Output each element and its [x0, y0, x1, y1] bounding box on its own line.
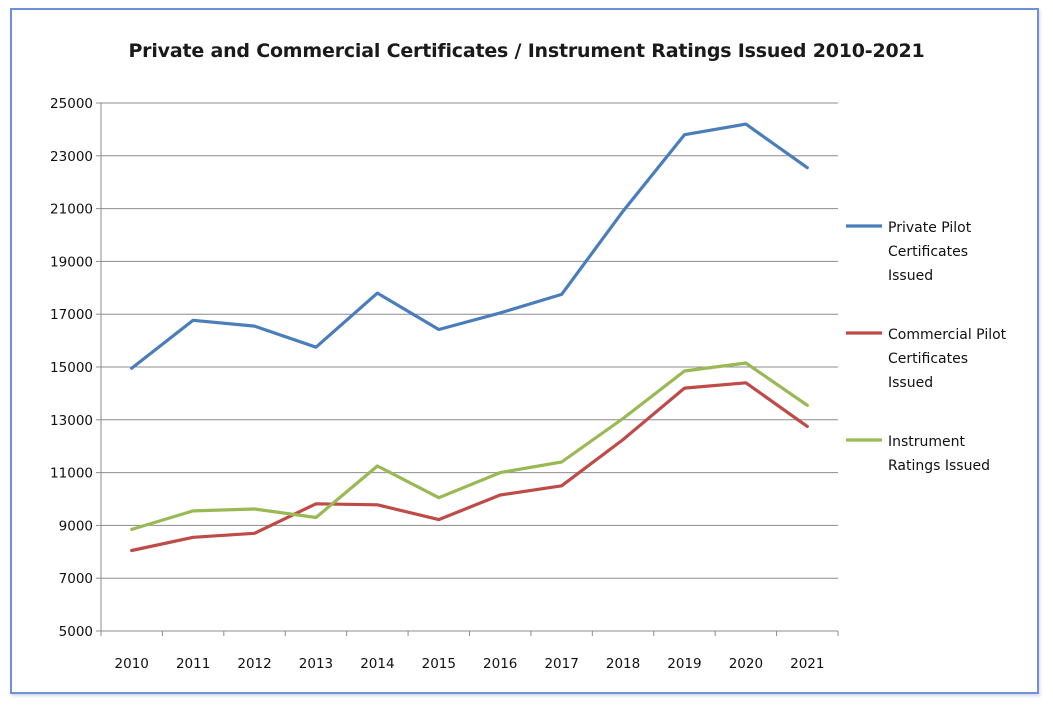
y-tick-label: 9000 [59, 518, 93, 534]
series-line-3 [130, 361, 809, 532]
data-point [130, 549, 133, 552]
y-tick-label: 25000 [50, 96, 93, 112]
chart-title: Private and Commercial Certificates / In… [128, 40, 925, 62]
data-point [621, 210, 624, 213]
data-point [560, 484, 563, 487]
data-point [806, 166, 809, 169]
gridlines [101, 102, 838, 579]
x-tick-label: 2013 [299, 656, 333, 672]
data-point [253, 507, 256, 510]
legend-label: Certificates [888, 351, 968, 367]
legend: Private Pilot Certificates Issued Commercia… [846, 220, 1007, 474]
data-point [314, 346, 317, 349]
data-point [806, 404, 809, 407]
x-tick-label: 2014 [360, 656, 394, 672]
data-point [437, 518, 440, 521]
data-point [314, 502, 317, 505]
legend-label: Ratings Issued [888, 458, 990, 474]
data-point [192, 509, 195, 512]
data-point [744, 361, 747, 364]
x-tick-label: 2012 [237, 656, 271, 672]
data-point [621, 417, 624, 420]
legend-label: Issued [888, 375, 933, 391]
data-point [376, 503, 379, 506]
x-tick-label: 2015 [422, 656, 456, 672]
y-tick-label: 13000 [50, 413, 93, 429]
data-point [806, 425, 809, 428]
legend-label: Issued [888, 268, 933, 284]
data-point [253, 532, 256, 535]
data-point [499, 471, 502, 474]
data-point [376, 464, 379, 467]
data-point [314, 516, 317, 519]
legend-label: Certificates [888, 244, 968, 260]
x-tick-label: 2016 [483, 656, 517, 672]
data-point [130, 367, 133, 370]
x-tick-label: 2010 [115, 656, 149, 672]
series-line-2 [130, 381, 809, 553]
data-point [683, 387, 686, 390]
y-tick-label: 5000 [59, 624, 93, 640]
data-point [376, 291, 379, 294]
y-tick-label: 17000 [50, 307, 93, 323]
series-lines [130, 122, 809, 553]
y-tick-label: 15000 [50, 360, 93, 376]
data-point [499, 493, 502, 496]
y-tick-label: 19000 [50, 254, 93, 270]
data-point [560, 460, 563, 463]
y-tick-label: 23000 [50, 149, 93, 165]
series-line-1 [130, 122, 809, 370]
data-point [437, 328, 440, 331]
data-point [744, 123, 747, 126]
data-point [683, 133, 686, 136]
data-point [621, 438, 624, 441]
data-point [253, 324, 256, 327]
data-point [130, 528, 133, 531]
data-point [192, 319, 195, 322]
chart-frame [10, 8, 1039, 694]
legend-label: Commercial Pilot [888, 327, 1007, 343]
data-point [437, 496, 440, 499]
legend-label: Private Pilot [888, 220, 972, 236]
y-tick-label: 21000 [50, 202, 93, 218]
x-tick-label: 2019 [667, 656, 701, 672]
data-point [744, 381, 747, 384]
y-tick-label: 7000 [59, 571, 93, 587]
axes: 5000 7000 9000 11000 13000 15000 17000 19000 210… [50, 96, 839, 672]
y-tick-label: 11000 [50, 466, 93, 482]
x-tick-label: 2017 [544, 656, 578, 672]
data-point [683, 369, 686, 372]
data-point [192, 536, 195, 539]
data-point [499, 311, 502, 314]
x-tick-label: 2020 [729, 656, 763, 672]
x-tick-label: 2018 [606, 656, 640, 672]
x-tick-label: 2011 [176, 656, 210, 672]
data-point [560, 293, 563, 296]
x-tick-label: 2021 [790, 656, 824, 672]
legend-label: Instrument [888, 434, 966, 450]
